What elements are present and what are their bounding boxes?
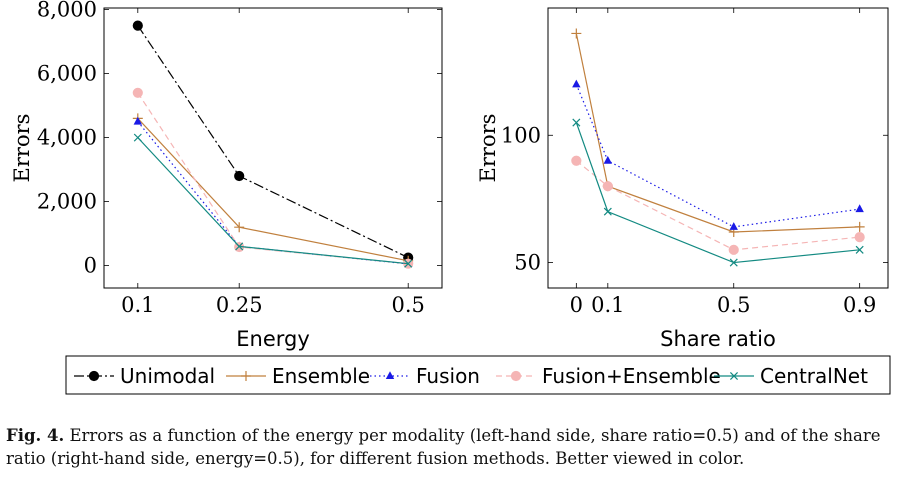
energy-y-axis-label: Errors (10, 114, 34, 183)
legend-entry-fusion-ensemble: Fusion+Ensemble (496, 364, 721, 388)
energy-series-ensemble (132, 113, 414, 266)
legend-marker-unimodal (88, 370, 100, 382)
share-ratio-point-fusion (572, 79, 581, 88)
share-ratio-point-centralnet (729, 258, 738, 267)
energy-y-tick-label: 2,000 (37, 190, 97, 214)
share-ratio-y-tick-label: 100 (501, 123, 541, 147)
share-ratio-y-tick-label: 50 (514, 251, 541, 275)
energy-point-centralnet (133, 133, 142, 142)
share-ratio-plot-frame (547, 7, 889, 289)
legend-entry-unimodal: Unimodal (74, 364, 215, 388)
share-ratio-series-line-fusion-ensemble (575, 160, 860, 251)
figure: 0 2,000 4,000 6,000 8,000 0.1 0.25 0.5 Energy Err… (10, 0, 891, 395)
energy-point-centralnet (235, 242, 244, 251)
share-ratio-x-tick-label: 0.5 (717, 293, 750, 317)
energy-point-ensemble (234, 222, 245, 233)
legend-entry-fusion: Fusion (370, 364, 480, 388)
legend-label-unimodal: Unimodal (120, 364, 215, 388)
share-ratio-point-fusion (855, 204, 864, 213)
legend-entry-centralnet: CentralNet (714, 364, 868, 388)
share-ratio-y-axis-label: Errors (476, 114, 500, 183)
legend-box (65, 355, 891, 395)
energy-point-centralnet (404, 259, 413, 268)
share-ratio-x-tick-label: 0.1 (591, 293, 624, 317)
share-ratio-point-centralnet (572, 118, 581, 127)
energy-x-tick-label: 0.25 (216, 293, 263, 317)
share-ratio-point-fusion (603, 155, 613, 164)
share-ratio-series-fusion-ensemble (571, 155, 865, 255)
energy-y-tick-label: 0 (84, 254, 97, 278)
legend-marker-fusion-ensemble (510, 370, 522, 382)
energy-point-fusion-ensemble (132, 87, 143, 98)
share-ratio-point-centralnet (855, 245, 864, 254)
legend-label-fusion: Fusion (416, 364, 480, 388)
share-ratio-point-fusion-ensemble (854, 231, 865, 243)
legend-entry-ensemble: Ensemble (226, 364, 370, 388)
legend-label-ensemble: Ensemble (272, 364, 370, 388)
energy-series-line-unimodal (137, 25, 409, 259)
energy-y-tick-label: 6,000 (37, 62, 97, 86)
figure-caption: Fig. 4. Errors as a function of the ener… (6, 424, 892, 470)
energy-series-line-ensemble (137, 117, 409, 262)
share-ratio-point-ensemble (571, 28, 582, 39)
share-ratio-x-axis-label: Share ratio (660, 327, 776, 351)
share-ratio-series-line-ensemble (575, 33, 860, 233)
share-ratio-x-tick-label: 0 (570, 293, 583, 317)
energy-x-tick-label: 0.1 (121, 293, 154, 317)
energy-x-axis-label: Energy (236, 327, 310, 351)
share-ratio-series-ensemble (571, 28, 865, 237)
energy-series-centralnet (133, 133, 413, 268)
chart-energy: 0 2,000 4,000 6,000 8,000 0.1 0.25 0.5 Energy Err… (10, 0, 443, 351)
legend-label-centralnet: CentralNet (760, 364, 868, 388)
share-ratio-point-fusion (729, 222, 738, 230)
energy-plot-frame (103, 7, 443, 289)
energy-series-line-centralnet (137, 137, 409, 265)
energy-point-unimodal (234, 170, 245, 182)
legend-marker-fusion (385, 371, 395, 379)
caption-label: Fig. 4. (6, 426, 65, 445)
energy-x-tick-label: 0.5 (391, 293, 424, 317)
share-ratio-point-fusion-ensemble (602, 181, 613, 192)
legend-marker-ensemble (241, 371, 251, 381)
share-ratio-point-ensemble (854, 221, 865, 232)
energy-point-fusion (133, 116, 142, 125)
legend: Unimodal Ensemble Fusion Fusion+Ensemble Cen… (65, 355, 891, 395)
share-ratio-point-fusion-ensemble (571, 155, 582, 166)
share-ratio-series-centralnet (572, 118, 864, 267)
share-ratio-series-fusion (572, 79, 864, 230)
energy-series-unimodal (132, 20, 414, 263)
caption-text: Errors as a function of the energy per m… (6, 426, 881, 468)
share-ratio-x-tick-label: 0.9 (843, 293, 876, 317)
chart-share-ratio: 50 100 0 0.1 0.5 0.9 Share ratio Errors (476, 7, 889, 351)
energy-point-unimodal (132, 20, 143, 31)
energy-y-tick-label: 4,000 (37, 126, 97, 150)
share-ratio-point-fusion-ensemble (728, 244, 739, 255)
energy-y-tick-label: 8,000 (37, 0, 97, 22)
share-ratio-series-line-centralnet (575, 122, 860, 264)
share-ratio-point-centralnet (603, 207, 612, 216)
share-ratio-series-line-fusion (575, 84, 860, 228)
legend-marker-centralnet (729, 371, 739, 381)
legend-label-fusion-ensemble: Fusion+Ensemble (542, 364, 721, 388)
